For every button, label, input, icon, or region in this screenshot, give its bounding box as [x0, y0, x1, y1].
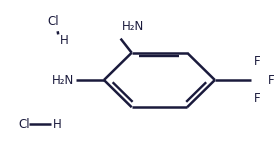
Text: F: F [254, 92, 260, 105]
Text: F: F [267, 73, 274, 87]
Text: H: H [60, 34, 68, 47]
Text: H₂N: H₂N [122, 20, 144, 33]
Text: Cl: Cl [47, 15, 59, 28]
Text: H: H [53, 118, 61, 131]
Text: F: F [254, 55, 260, 68]
Text: Cl: Cl [18, 118, 30, 131]
Text: H₂N: H₂N [52, 73, 74, 87]
